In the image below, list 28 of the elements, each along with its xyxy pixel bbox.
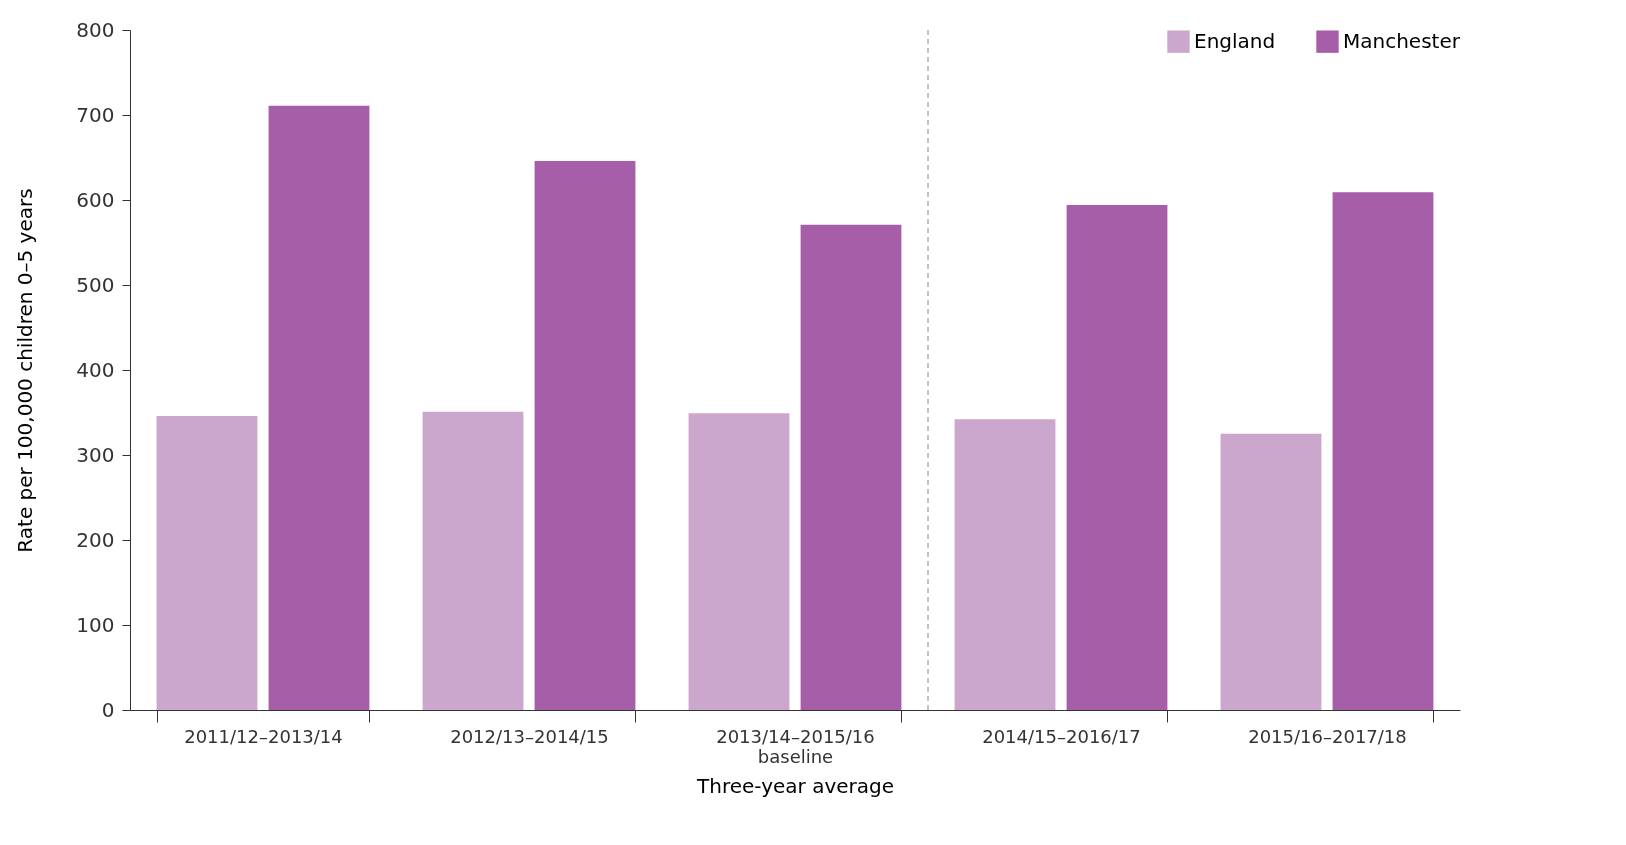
y-tick-label: 0 xyxy=(101,697,115,722)
y-tick-label: 200 xyxy=(76,527,115,552)
bar xyxy=(534,160,636,710)
legend-label: Manchester xyxy=(1343,28,1461,53)
x-tick-label: 2013/14–2015/16 baseline xyxy=(716,725,875,767)
x-tick-label: 2014/15–2016/17 xyxy=(982,725,1141,747)
y-tick-label: 500 xyxy=(76,272,115,297)
x-tick-label: 2011/12–2013/14 xyxy=(184,725,343,747)
bar xyxy=(156,415,258,710)
bar xyxy=(1220,433,1322,710)
bar xyxy=(954,419,1056,710)
bar xyxy=(1066,205,1168,710)
bar xyxy=(688,413,790,710)
bar xyxy=(800,224,902,710)
y-tick-label: 300 xyxy=(76,442,115,467)
bar xyxy=(268,105,370,710)
y-tick-label: 100 xyxy=(76,612,115,637)
legend-label: England xyxy=(1194,28,1276,53)
bar xyxy=(1332,192,1434,710)
bar xyxy=(422,411,524,710)
y-tick-label: 800 xyxy=(76,17,115,42)
y-axis-title: Rate per 100,000 children 0–5 years xyxy=(13,188,38,553)
y-tick-label: 400 xyxy=(76,357,115,382)
y-tick-label: 600 xyxy=(76,187,115,212)
y-tick-label: 700 xyxy=(76,102,115,127)
x-tick-label: 2015/16–2017/18 xyxy=(1248,725,1407,747)
x-tick-label: 2012/13–2014/15 xyxy=(450,725,609,747)
x-axis-title: Three-year average xyxy=(695,773,895,798)
